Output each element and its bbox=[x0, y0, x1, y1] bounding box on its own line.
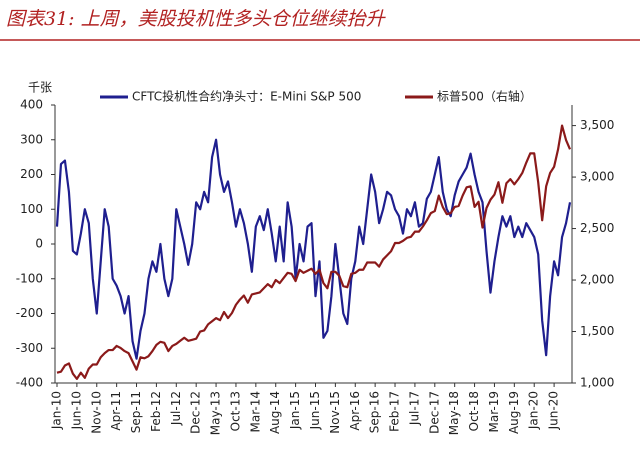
y-tick-label: -100 bbox=[16, 271, 43, 285]
x-tick-label: Jan-15 bbox=[288, 391, 302, 430]
y-tick-label: -300 bbox=[16, 341, 43, 355]
series-line bbox=[56, 124, 572, 380]
x-tick-label: Jul-17 bbox=[407, 391, 421, 426]
x-tick-label: May-13 bbox=[209, 391, 223, 435]
x-tick-label: Jun-10 bbox=[69, 391, 83, 430]
x-tick-label: Oct-13 bbox=[228, 391, 242, 431]
y2-tick-label: 1,000 bbox=[580, 376, 614, 390]
y2-tick-label: 2,500 bbox=[580, 221, 614, 235]
y-tick-label: -400 bbox=[16, 376, 43, 390]
y-tick-label: -200 bbox=[16, 306, 43, 320]
y-unit-label: 千张 bbox=[28, 81, 52, 95]
y2-tick-label: 1,500 bbox=[580, 324, 614, 338]
x-tick-label: Aug-14 bbox=[268, 391, 282, 434]
x-tick-label: Mar-19 bbox=[487, 391, 501, 432]
y-tick-label: 300 bbox=[20, 132, 43, 146]
chart-title: 图表31: 上周，美股投机性多头仓位继续抬升 bbox=[6, 8, 387, 30]
x-tick-label: Sep-16 bbox=[368, 391, 382, 433]
y-tick-label: 400 bbox=[20, 98, 43, 112]
series-line bbox=[55, 138, 572, 360]
y-tick-label: 0 bbox=[35, 237, 43, 251]
x-tick-label: Dec-17 bbox=[427, 391, 441, 434]
x-tick-label: Feb-17 bbox=[388, 391, 402, 432]
y2-tick-label: 3,000 bbox=[580, 170, 614, 184]
x-tick-label: Oct-18 bbox=[467, 391, 481, 431]
y2-tick-label: 2,000 bbox=[580, 273, 614, 287]
x-tick-label: Feb-12 bbox=[149, 391, 163, 432]
x-tick-label: Jun-20 bbox=[547, 391, 561, 430]
y-tick-label: 100 bbox=[20, 202, 43, 216]
x-tick-label: Jun-15 bbox=[308, 391, 322, 430]
x-tick-label: Mar-14 bbox=[248, 391, 262, 432]
x-tick-label: Nov-15 bbox=[328, 391, 342, 434]
x-tick-label: Jul-12 bbox=[169, 391, 183, 426]
x-tick-label: Apr-11 bbox=[109, 391, 123, 431]
x-tick-label: Sep-11 bbox=[129, 391, 143, 433]
x-tick-label: Jan-20 bbox=[527, 391, 541, 430]
legend-label: 标普500（右轴） bbox=[437, 89, 532, 104]
x-tick-label: Dec-12 bbox=[189, 391, 203, 434]
x-tick-label: Nov-10 bbox=[89, 391, 103, 434]
x-tick-label: May-18 bbox=[447, 391, 461, 435]
y-tick-label: 200 bbox=[20, 167, 43, 181]
x-tick-label: Jan-10 bbox=[49, 391, 63, 430]
x-tick-label: Apr-16 bbox=[348, 391, 362, 431]
x-tick-label: Aug-19 bbox=[507, 391, 521, 434]
y2-tick-label: 3,500 bbox=[580, 118, 614, 132]
legend-label: CFTC投机性合约净头寸：E-Mini S&P 500 bbox=[132, 89, 361, 104]
